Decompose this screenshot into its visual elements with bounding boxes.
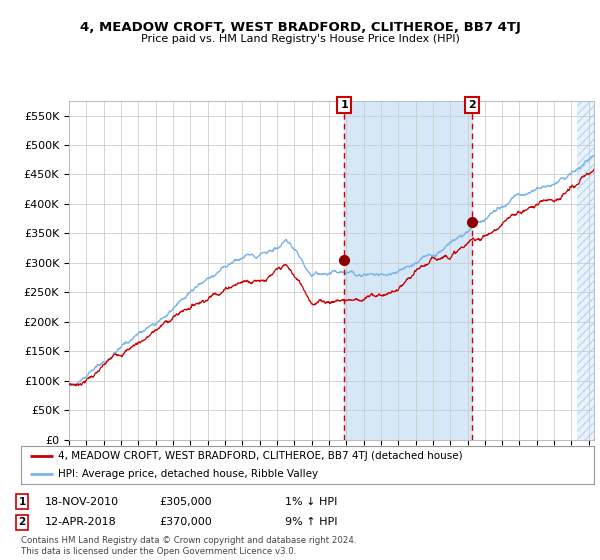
Text: 1: 1	[340, 100, 348, 110]
Text: 18-NOV-2010: 18-NOV-2010	[45, 497, 119, 507]
Bar	[577, 101, 598, 440]
Text: 12-APR-2018: 12-APR-2018	[45, 517, 117, 528]
Text: 4, MEADOW CROFT, WEST BRADFORD, CLITHEROE, BB7 4TJ: 4, MEADOW CROFT, WEST BRADFORD, CLITHERO…	[80, 21, 520, 34]
Text: 9% ↑ HPI: 9% ↑ HPI	[285, 517, 337, 528]
Text: 4, MEADOW CROFT, WEST BRADFORD, CLITHEROE, BB7 4TJ (detached house): 4, MEADOW CROFT, WEST BRADFORD, CLITHERO…	[58, 451, 463, 461]
Text: 2: 2	[19, 517, 26, 528]
Text: HPI: Average price, detached house, Ribble Valley: HPI: Average price, detached house, Ribb…	[58, 469, 319, 479]
Text: 2: 2	[469, 100, 476, 110]
Text: £305,000: £305,000	[159, 497, 212, 507]
Text: £370,000: £370,000	[159, 517, 212, 528]
Text: 1% ↓ HPI: 1% ↓ HPI	[285, 497, 337, 507]
Text: 1: 1	[19, 497, 26, 507]
Text: Price paid vs. HM Land Registry's House Price Index (HPI): Price paid vs. HM Land Registry's House …	[140, 34, 460, 44]
Bar	[344, 101, 472, 440]
Text: Contains HM Land Registry data © Crown copyright and database right 2024.
This d: Contains HM Land Registry data © Crown c…	[21, 536, 356, 556]
